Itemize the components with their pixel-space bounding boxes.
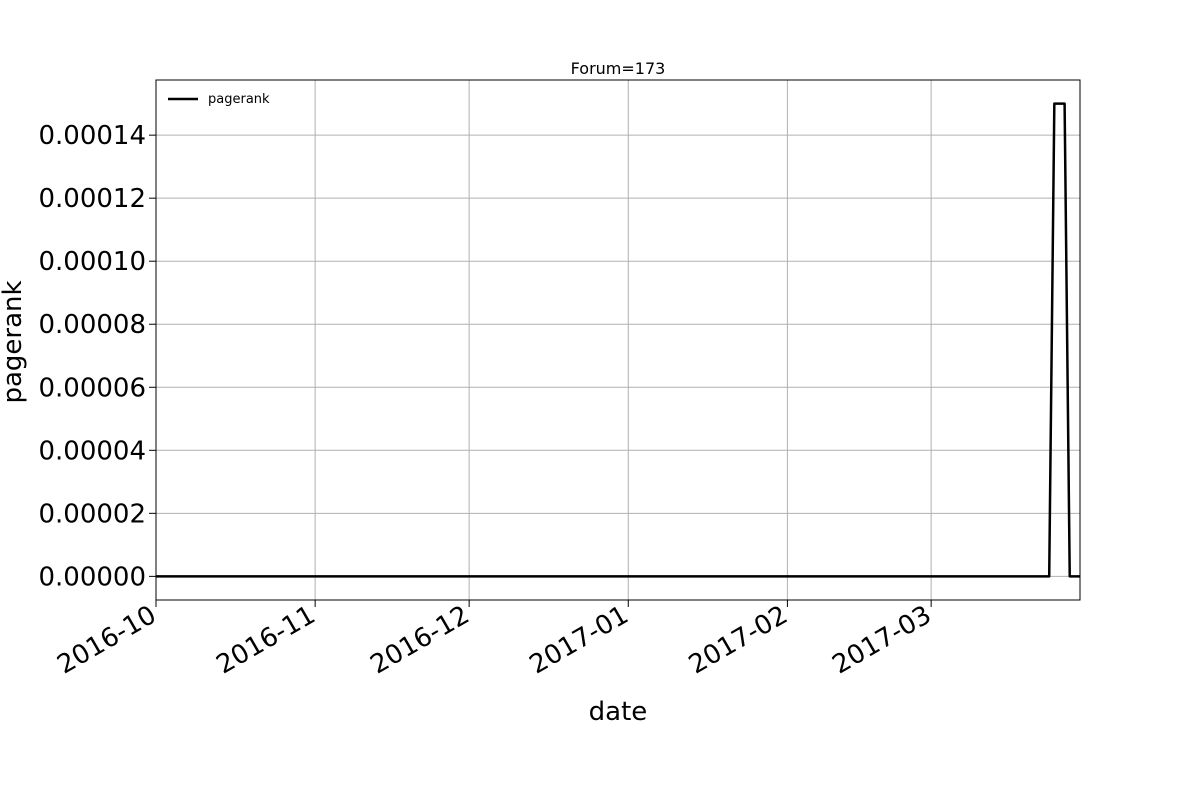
x-axis-label: date: [589, 697, 648, 727]
chart-title: Forum=173: [571, 59, 666, 78]
y-tick-label: 0.00012: [38, 184, 146, 214]
legend-label-pagerank: pagerank: [208, 92, 270, 107]
y-tick-label: 0.00010: [38, 247, 146, 277]
plot-frame: [155, 79, 1081, 601]
y-tick-label: 0.00008: [38, 310, 146, 340]
legend: pagerank: [168, 92, 270, 107]
y-axis: 0.00000 0.00002 0.00004 0.00006 0.00008 0.000…: [38, 121, 156, 592]
y-tick-label: 0.00014: [38, 121, 146, 151]
series-layer: [156, 102, 1080, 578]
y-tick-label: 0.00006: [38, 373, 146, 403]
series-line-pagerank: [156, 102, 1080, 578]
y-tick-label: 0.00002: [38, 499, 146, 529]
grid: [155, 80, 1080, 600]
y-tick-label: 0.00000: [38, 562, 146, 592]
y-axis-label: pagerank: [0, 280, 28, 403]
y-tick-label: 0.00004: [38, 436, 146, 466]
